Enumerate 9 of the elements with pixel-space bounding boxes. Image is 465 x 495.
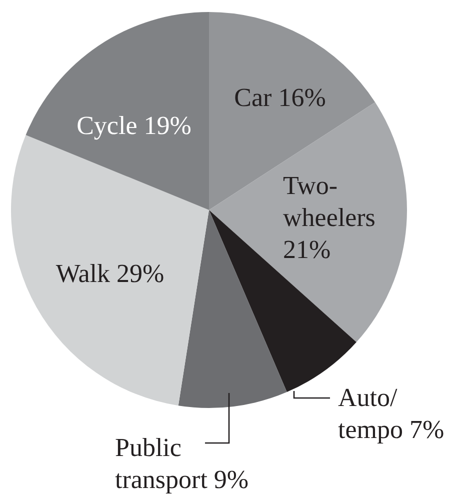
slice-label: Two-wheelers: [283, 171, 376, 232]
slice-label: Auto/tempo 7%: [338, 383, 444, 444]
pie-slice: [209, 12, 376, 210]
slice-label: Public transport 9%: [115, 433, 249, 494]
pie-slice: [26, 12, 209, 210]
slice-label: Cycle 19%: [76, 111, 192, 140]
slice-label: Walk 29%: [56, 259, 164, 288]
slice-label: Car 16%: [234, 83, 326, 112]
data-label: 21%: [283, 235, 331, 264]
